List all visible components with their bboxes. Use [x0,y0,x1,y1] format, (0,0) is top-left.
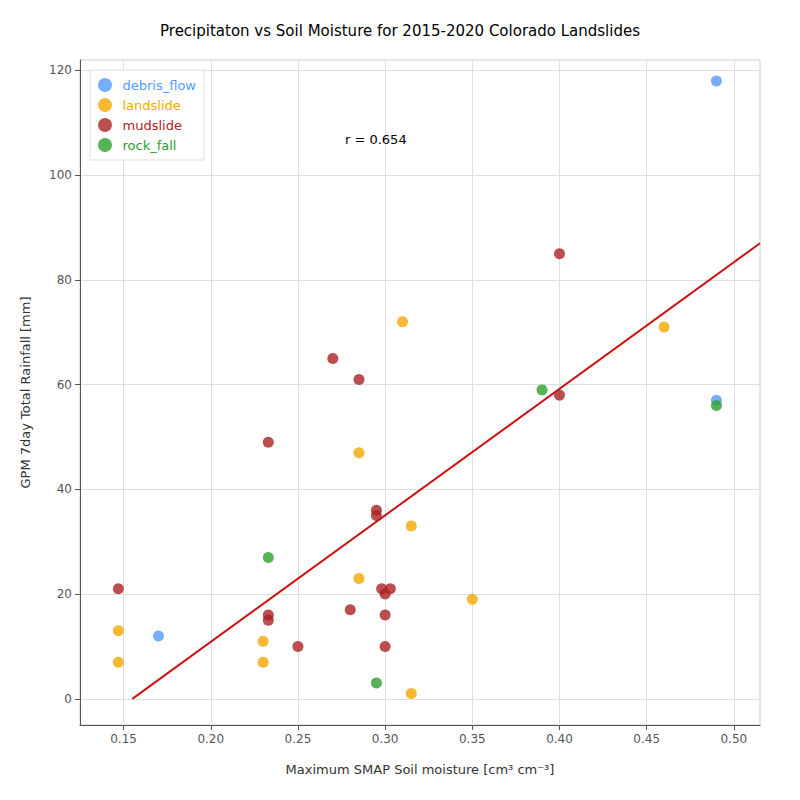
svg-text:20: 20 [57,587,72,601]
svg-text:0.15: 0.15 [110,732,137,746]
svg-text:40: 40 [57,482,72,496]
svg-text:0.25: 0.25 [285,732,312,746]
svg-text:0.40: 0.40 [546,732,573,746]
svg-text:Precipitaton vs Soil Moisture: Precipitaton vs Soil Moisture for 2015-2… [160,22,640,40]
svg-text:100: 100 [49,168,72,182]
svg-text:GPM 7day Total Rainfall [mm]: GPM 7day Total Rainfall [mm] [18,296,33,488]
svg-text:rock_fall: rock_fall [123,138,177,153]
svg-text:80: 80 [57,273,72,287]
svg-text:0.35: 0.35 [459,732,486,746]
svg-text:r = 0.654: r = 0.654 [345,132,407,147]
svg-text:debris_flow: debris_flow [123,78,197,93]
svg-text:mudslide: mudslide [123,118,182,133]
svg-text:60: 60 [57,378,72,392]
svg-text:0.20: 0.20 [197,732,224,746]
svg-text:landslide: landslide [123,98,181,113]
svg-text:Maximum SMAP Soil moisture [cm: Maximum SMAP Soil moisture [cm³ cm⁻³] [286,762,555,777]
svg-text:0.30: 0.30 [372,732,399,746]
svg-text:0.50: 0.50 [720,732,747,746]
svg-text:120: 120 [49,63,72,77]
svg-text:0: 0 [64,692,72,706]
svg-text:0.45: 0.45 [633,732,660,746]
